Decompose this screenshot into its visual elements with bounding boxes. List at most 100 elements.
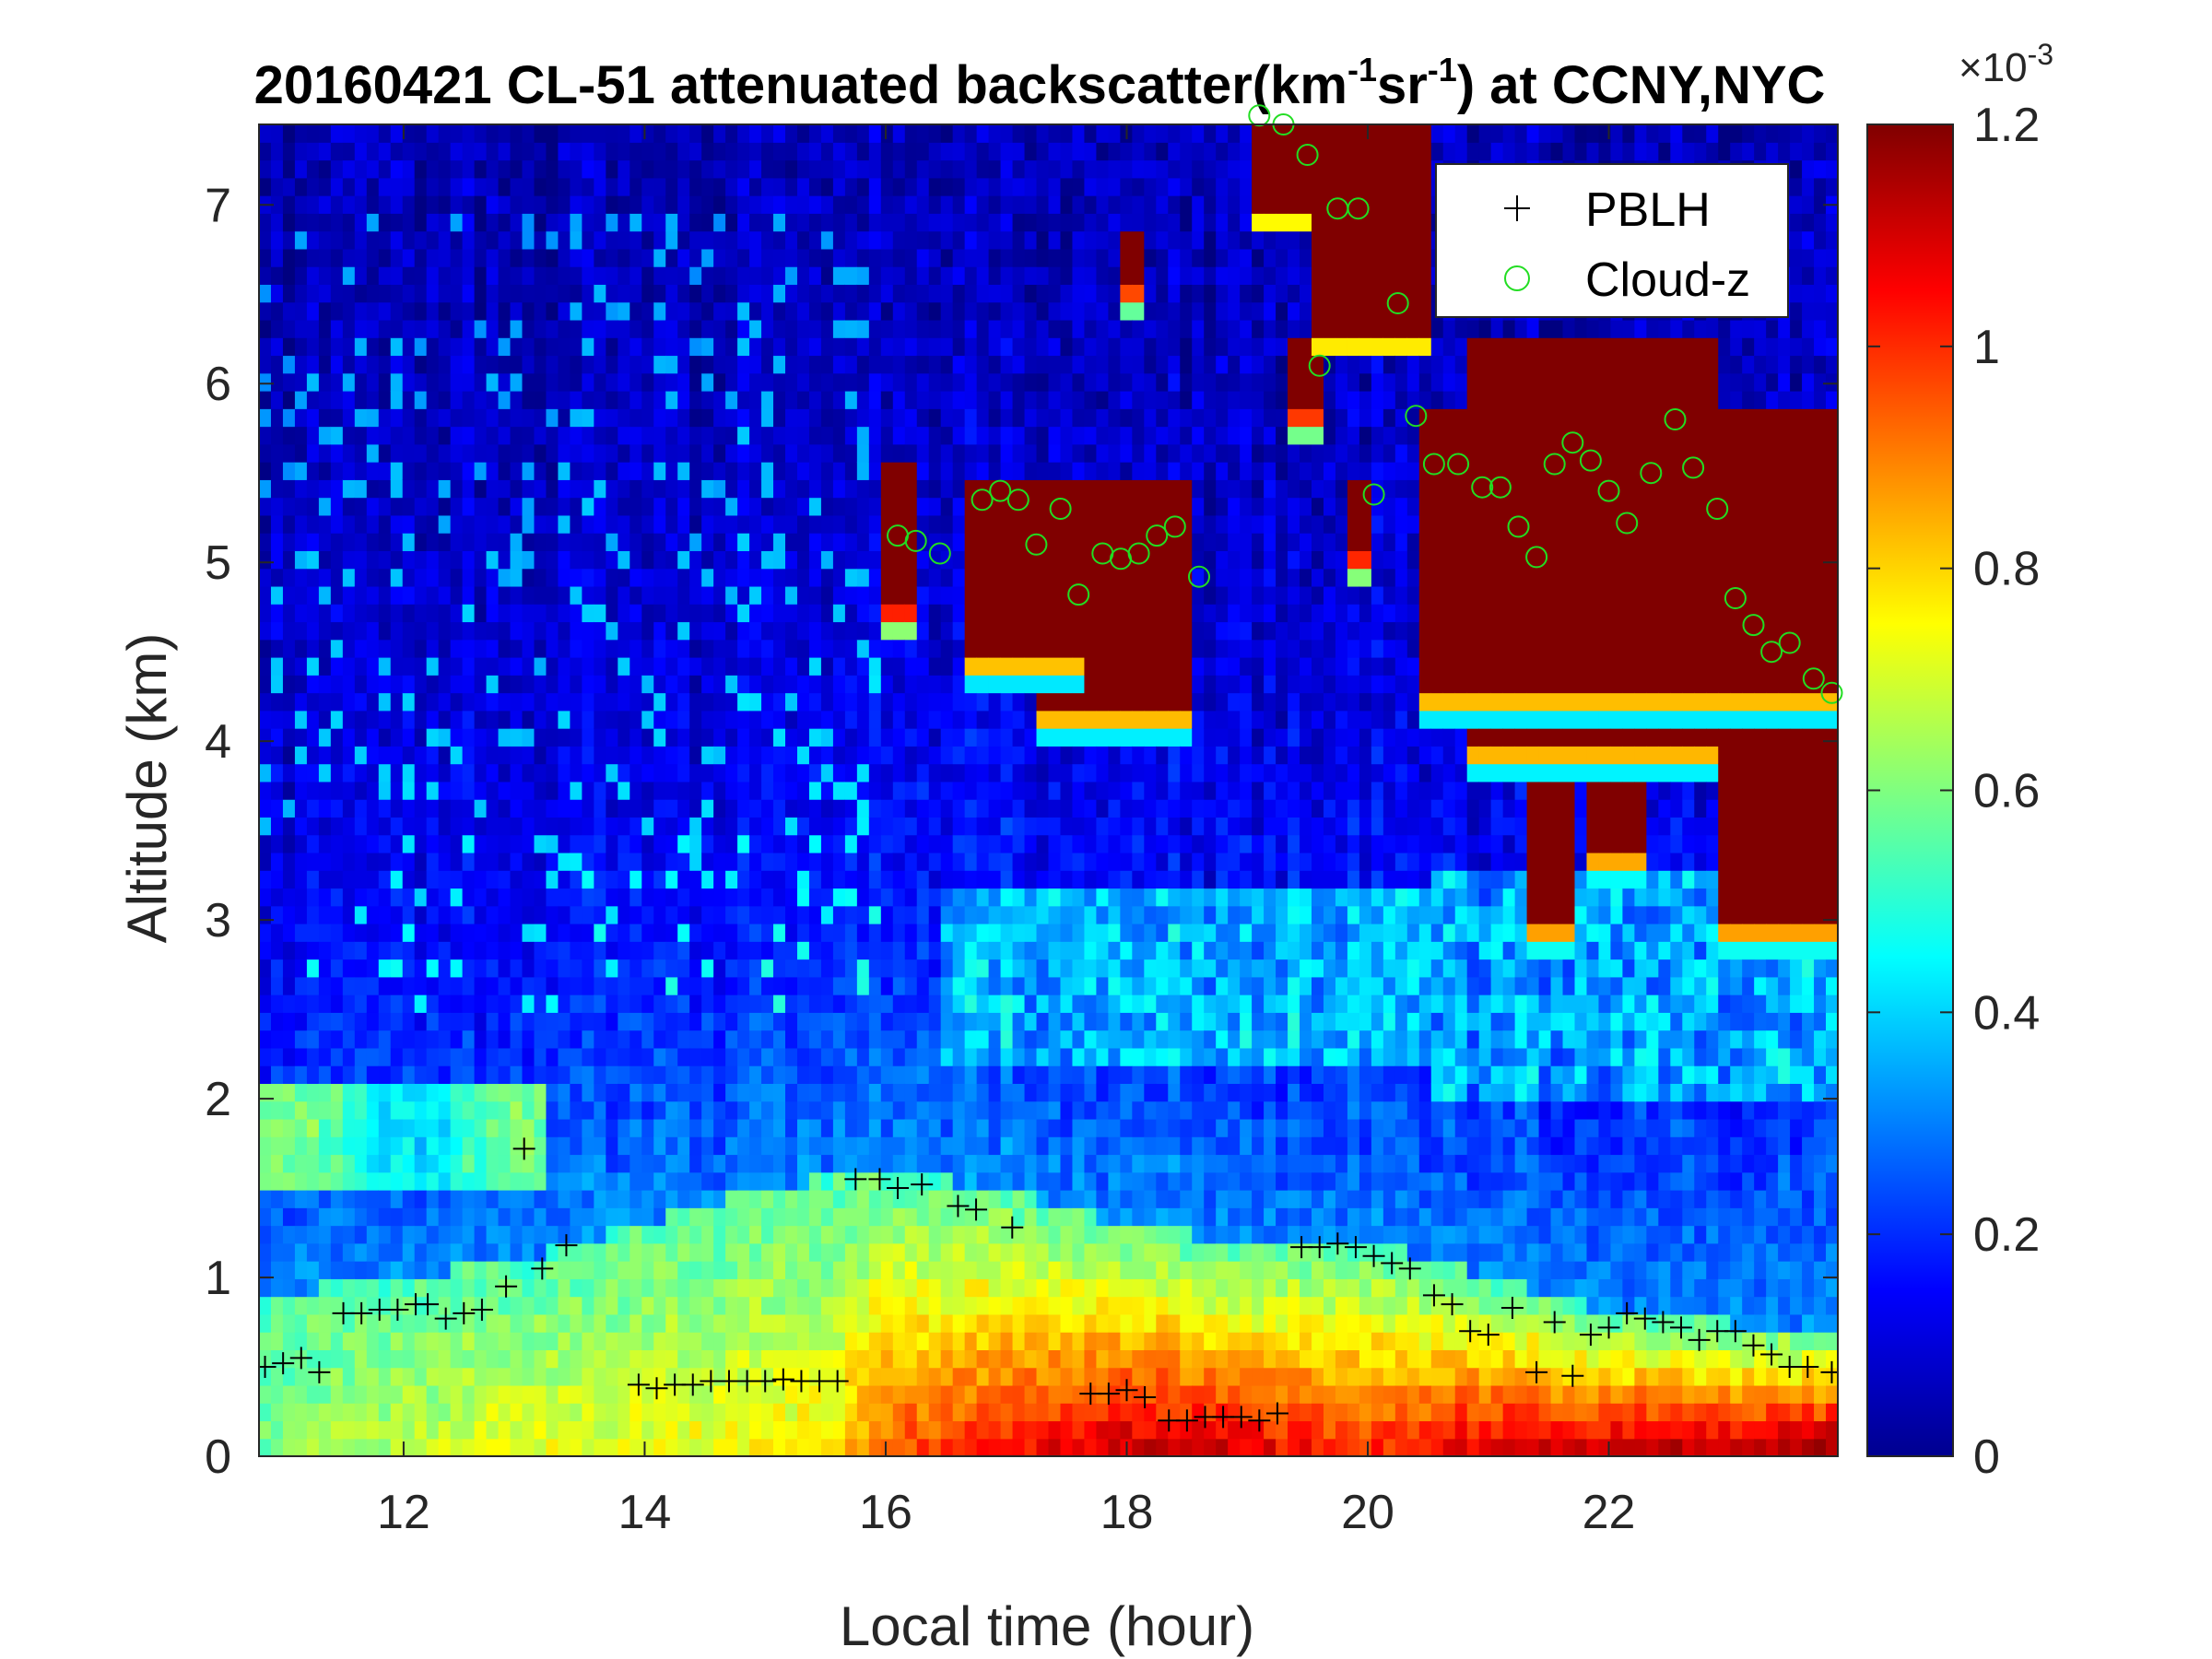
- heatmap-cell: [1024, 1171, 1038, 1191]
- heatmap-cell: [988, 337, 1002, 357]
- heatmap-cell: [270, 639, 284, 658]
- heatmap-cell: [928, 621, 942, 641]
- heatmap-cell: [988, 1190, 1002, 1208]
- heatmap-cell: [259, 1100, 272, 1120]
- heatmap-cell: [1036, 888, 1050, 907]
- heatmap-cell: [426, 1225, 440, 1244]
- heatmap-cell: [976, 1047, 990, 1066]
- heatmap-cell: [629, 124, 642, 143]
- heatmap-cell: [808, 905, 822, 924]
- heatmap-cell: [677, 497, 690, 516]
- heatmap-cell: [282, 479, 296, 499]
- heatmap-cell: [641, 1313, 654, 1333]
- heatmap-cell: [366, 479, 380, 499]
- heatmap-cell: [366, 1296, 380, 1315]
- heatmap-cell: [426, 497, 440, 516]
- heatmap-cell: [808, 1225, 822, 1244]
- heatmap-cell: [378, 1030, 392, 1049]
- heatmap-cell: [844, 959, 858, 978]
- heatmap-cell: [306, 408, 320, 428]
- heatmap-cell: [582, 976, 594, 995]
- heatmap-cell: [868, 994, 882, 1013]
- heatmap-cell: [701, 479, 714, 499]
- heatmap-cell: [725, 391, 738, 409]
- heatmap-cell: [856, 1225, 870, 1244]
- heatmap-cell: [474, 195, 488, 214]
- heatmap-cell: [330, 319, 344, 338]
- heatmap-cell: [916, 1384, 930, 1404]
- heatmap-cell: [378, 462, 392, 480]
- heatmap-cell: [796, 230, 810, 250]
- heatmap-cell: [988, 924, 1002, 942]
- heatmap-cell: [641, 728, 654, 747]
- heatmap-cell: [606, 1438, 618, 1456]
- heatmap-cell: [402, 1136, 416, 1156]
- heatmap-cell: [486, 1349, 500, 1369]
- heatmap-cell: [725, 1403, 738, 1422]
- heatmap-cell: [270, 675, 284, 694]
- heatmap-cell: [582, 462, 594, 480]
- heatmap-cell: [796, 710, 810, 729]
- heatmap-cell: [904, 213, 918, 232]
- heatmap-cell: [629, 1100, 642, 1120]
- heatmap-cell: [342, 585, 356, 605]
- heatmap-cell: [486, 1012, 500, 1031]
- heatmap-cell: [570, 604, 582, 623]
- heatmap-cell: [1024, 1207, 1038, 1227]
- heatmap-cell: [259, 976, 272, 995]
- heatmap-cell: [1036, 177, 1050, 196]
- heatmap-cell: [808, 319, 822, 338]
- heatmap-cell: [844, 1242, 858, 1262]
- heatmap-cell: [594, 319, 606, 338]
- heatmap-cell: [366, 1030, 380, 1049]
- heatmap-cell: [701, 994, 714, 1013]
- heatmap-cell: [354, 372, 368, 392]
- heatmap-cell: [773, 905, 786, 924]
- heatmap-cell: [306, 337, 320, 357]
- heatmap-cell: [976, 1100, 990, 1120]
- heatmap-cell: [785, 585, 798, 605]
- heatmap-cell: [665, 959, 678, 978]
- heatmap-cell: [976, 213, 990, 232]
- heatmap-cell: [366, 408, 380, 428]
- heatmap-cell: [522, 1118, 535, 1137]
- heatmap-cell: [964, 959, 978, 978]
- heatmap-cell: [330, 976, 344, 995]
- heatmap-cell: [618, 1384, 630, 1404]
- heatmap-cell: [438, 177, 452, 196]
- heatmap-cell: [641, 426, 654, 445]
- heatmap-cell: [510, 1367, 524, 1386]
- heatmap-cell: [546, 675, 559, 694]
- heatmap-cell: [366, 1136, 380, 1156]
- heatmap-cell: [964, 1261, 978, 1279]
- heatmap-cell: [641, 1012, 654, 1031]
- heatmap-cell: [402, 319, 416, 338]
- heatmap-cell: [594, 1083, 606, 1102]
- heatmap-cell: [904, 994, 918, 1013]
- heatmap-cell: [402, 142, 416, 161]
- heatmap-cell: [318, 1190, 332, 1208]
- heatmap-cell: [665, 585, 678, 605]
- heatmap-cell: [713, 1118, 726, 1137]
- heatmap-cell: [426, 710, 440, 729]
- heatmap-cell: [880, 159, 894, 179]
- heatmap-cell: [808, 142, 822, 161]
- heatmap-cell: [653, 924, 666, 942]
- heatmap-cell: [892, 710, 906, 729]
- heatmap-cell: [880, 1349, 894, 1369]
- heatmap-cell: [342, 355, 356, 374]
- heatmap-cell: [880, 1100, 894, 1120]
- heatmap-cell: [665, 159, 678, 179]
- heatmap-cell: [880, 888, 894, 907]
- heatmap-cell: [761, 1083, 774, 1102]
- heatmap-cell: [270, 443, 284, 463]
- heatmap-cell: [976, 1420, 990, 1440]
- heatmap-cell: [306, 533, 320, 551]
- heatmap-cell: [689, 888, 702, 907]
- heatmap-cell: [270, 1118, 284, 1137]
- heatmap-cell: [892, 124, 906, 143]
- heatmap-cell: [558, 497, 571, 516]
- heatmap-cell: [820, 1154, 834, 1173]
- heatmap-cell: [486, 728, 500, 747]
- heatmap-cell: [868, 604, 882, 623]
